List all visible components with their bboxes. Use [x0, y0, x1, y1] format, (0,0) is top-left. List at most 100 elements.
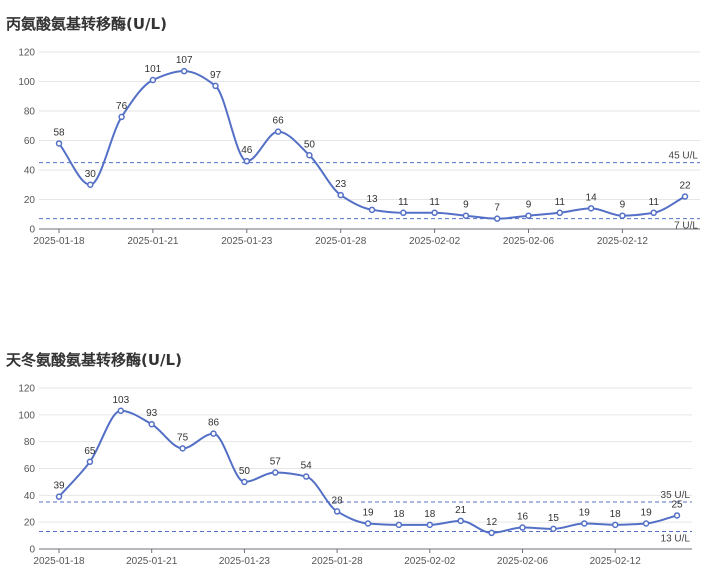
data-label: 21 — [455, 505, 467, 516]
data-label: 25 — [671, 499, 683, 510]
data-label: 28 — [332, 495, 344, 506]
data-label: 50 — [304, 139, 316, 150]
data-label: 19 — [579, 508, 591, 519]
data-point — [556, 209, 564, 217]
data-point — [274, 128, 282, 135]
data-point — [587, 205, 595, 212]
data-point — [179, 445, 186, 452]
alt-plot: 0 20 40 60 80 100 120 2025-01-18 2025-01-21 2025-… — [18, 48, 700, 247]
data-label: 93 — [146, 408, 158, 419]
data-label: 76 — [116, 101, 128, 112]
data-point — [148, 420, 155, 428]
data-point — [400, 209, 407, 217]
data-point — [493, 215, 501, 222]
data-point — [642, 520, 650, 527]
data-point — [243, 157, 251, 165]
y-tick-label: 120 — [18, 384, 35, 395]
data-label: 18 — [610, 509, 622, 520]
data-label: 14 — [586, 192, 598, 203]
data-label: 11 — [398, 197, 409, 208]
y-tick-label: 80 — [24, 437, 36, 448]
data-label: 86 — [208, 418, 220, 429]
data-label: 57 — [270, 457, 282, 468]
data-point — [210, 430, 217, 437]
data-point — [462, 212, 470, 219]
data-point — [550, 525, 557, 533]
y-tick-label: 60 — [24, 464, 36, 475]
data-point — [525, 212, 532, 219]
data-point — [337, 191, 344, 199]
data-point — [368, 206, 376, 214]
data-point — [117, 407, 125, 415]
data-label: 65 — [84, 446, 96, 457]
y-tick-label: 40 — [24, 491, 36, 502]
data-point — [673, 512, 681, 519]
x-tick-label: 2025-02-12 — [597, 236, 649, 247]
data-point — [306, 152, 313, 159]
data-label: 107 — [176, 55, 193, 66]
y-tick-label: 60 — [24, 136, 36, 147]
x-tick-label: 2025-02-12 — [590, 556, 642, 567]
data-point — [241, 478, 248, 486]
data-point — [619, 212, 626, 219]
x-tick-label: 2025-01-28 — [315, 236, 367, 247]
data-point — [681, 193, 689, 200]
data-label: 7 — [494, 203, 500, 214]
series-line — [58, 70, 686, 220]
x-tick-label: 2025-02-06 — [503, 236, 555, 247]
data-point — [272, 469, 279, 476]
reference-line-label: 13 U/L — [661, 534, 691, 545]
x-tick-label: 2025-01-21 — [126, 556, 178, 567]
data-point — [650, 209, 657, 217]
data-label: 54 — [301, 461, 313, 472]
y-tick-label: 20 — [24, 195, 36, 206]
y-tick-label: 100 — [18, 410, 35, 421]
data-label: 22 — [679, 181, 691, 192]
data-label: 19 — [641, 508, 653, 519]
data-label: 23 — [335, 179, 347, 190]
x-tick-label: 2025-01-28 — [312, 556, 364, 567]
x-tick-label: 2025-01-21 — [127, 236, 179, 247]
reference-line-label: 7 U/L — [674, 221, 698, 232]
data-point — [180, 67, 188, 75]
data-label: 101 — [145, 64, 162, 75]
data-label: 11 — [649, 197, 660, 208]
data-label: 30 — [85, 169, 97, 180]
data-point — [87, 181, 94, 188]
data-label: 75 — [177, 432, 189, 443]
chart-title: 丙氨酸氨基转移酶(U/L) — [6, 15, 167, 33]
data-point — [364, 520, 372, 527]
data-label: 66 — [273, 116, 285, 127]
x-tick-label: 2025-02-02 — [409, 236, 461, 247]
y-tick-label: 80 — [24, 107, 36, 118]
data-point — [55, 493, 63, 500]
data-point — [55, 140, 63, 147]
data-label: 12 — [486, 517, 498, 528]
reference-line-label: 35 U/L — [661, 490, 691, 501]
x-tick-label: 2025-02-02 — [404, 556, 456, 567]
data-point — [86, 458, 94, 466]
data-label: 16 — [517, 512, 529, 523]
data-label: 46 — [241, 145, 253, 156]
y-tick-label: 0 — [29, 545, 35, 556]
data-label: 15 — [548, 513, 560, 524]
data-label: 9 — [526, 200, 532, 211]
data-point — [611, 521, 619, 529]
data-point — [426, 521, 434, 529]
data-point — [431, 209, 438, 217]
data-label: 9 — [463, 200, 469, 211]
data-point — [395, 521, 403, 529]
data-label: 97 — [210, 70, 222, 81]
data-point — [581, 520, 588, 527]
data-point — [519, 524, 526, 531]
data-point — [488, 529, 495, 537]
data-label: 103 — [112, 395, 129, 406]
y-tick-label: 100 — [18, 77, 35, 88]
data-point — [333, 508, 341, 515]
data-point — [118, 113, 125, 121]
x-tick-label: 2025-01-18 — [33, 236, 85, 247]
x-tick-label: 2025-01-23 — [221, 236, 273, 247]
data-label: 58 — [53, 127, 65, 138]
